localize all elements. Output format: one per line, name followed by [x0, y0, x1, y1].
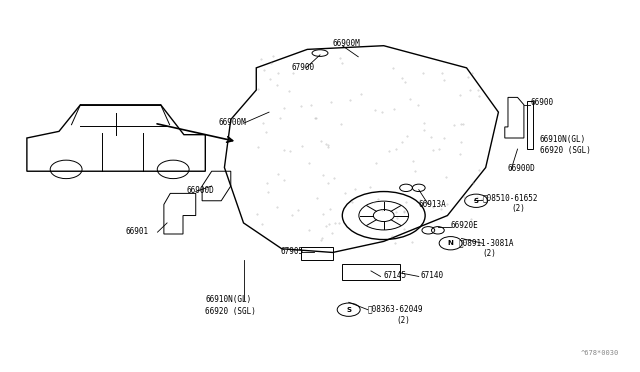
Text: 66900M: 66900M	[218, 118, 246, 127]
Text: Ⓝ08510-61652: Ⓝ08510-61652	[483, 193, 538, 202]
Text: (2): (2)	[511, 204, 525, 214]
Text: (2): (2)	[483, 249, 497, 258]
Text: S: S	[474, 198, 479, 204]
Text: ^678*0030: ^678*0030	[581, 350, 620, 356]
Text: 67905: 67905	[280, 247, 303, 256]
Text: 66920E: 66920E	[451, 221, 478, 230]
Text: 66900D: 66900D	[508, 164, 536, 173]
Text: 66910N(GL): 66910N(GL)	[540, 135, 586, 144]
Text: N: N	[448, 240, 454, 246]
Text: 67900: 67900	[291, 63, 314, 72]
Text: Ⓝ08363-62049: Ⓝ08363-62049	[368, 304, 423, 313]
Text: 66920 (SGL): 66920 (SGL)	[540, 147, 591, 155]
Text: Ⓜ08911-3081A: Ⓜ08911-3081A	[459, 238, 515, 247]
Text: 67145: 67145	[384, 271, 407, 280]
Text: (2): (2)	[396, 315, 410, 324]
Text: 66900D: 66900D	[186, 186, 214, 195]
Text: S: S	[346, 307, 351, 313]
Text: 67140: 67140	[420, 271, 444, 280]
Text: 66910N(GL): 66910N(GL)	[205, 295, 252, 304]
Text: 66900M: 66900M	[333, 39, 360, 48]
Text: 66900: 66900	[531, 99, 554, 108]
Text: 66901: 66901	[125, 227, 148, 235]
Text: 66913A: 66913A	[419, 200, 447, 209]
Text: 66920 (SGL): 66920 (SGL)	[205, 307, 256, 316]
